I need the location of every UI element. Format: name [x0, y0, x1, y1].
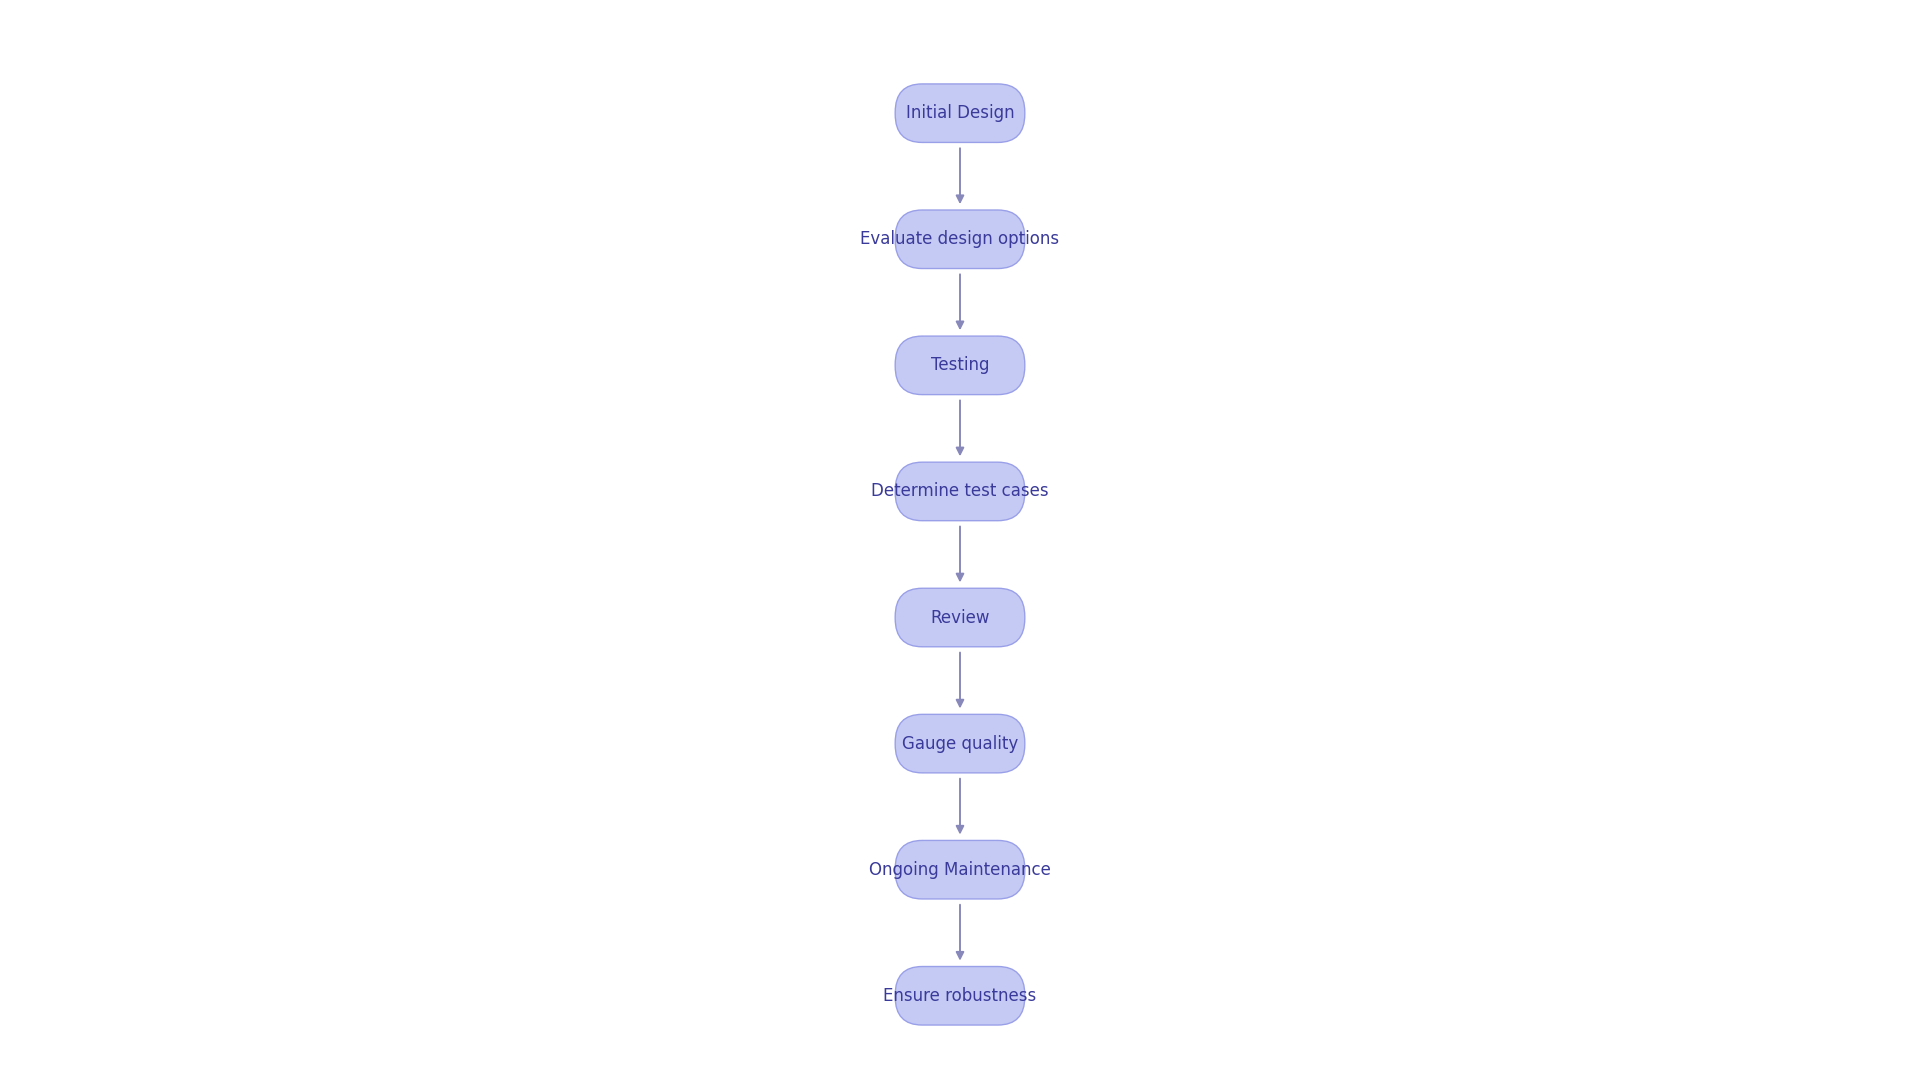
- FancyBboxPatch shape: [895, 84, 1025, 143]
- Text: Gauge quality: Gauge quality: [902, 734, 1018, 753]
- FancyBboxPatch shape: [895, 462, 1025, 521]
- Text: Testing: Testing: [931, 356, 989, 375]
- Text: Review: Review: [931, 609, 989, 627]
- FancyBboxPatch shape: [895, 210, 1025, 269]
- Text: Evaluate design options: Evaluate design options: [860, 231, 1060, 248]
- Text: Ongoing Maintenance: Ongoing Maintenance: [870, 861, 1050, 878]
- FancyBboxPatch shape: [895, 715, 1025, 773]
- Text: Determine test cases: Determine test cases: [872, 482, 1048, 500]
- FancyBboxPatch shape: [895, 840, 1025, 899]
- FancyBboxPatch shape: [895, 966, 1025, 1025]
- FancyBboxPatch shape: [895, 336, 1025, 394]
- Text: Ensure robustness: Ensure robustness: [883, 987, 1037, 1005]
- FancyBboxPatch shape: [895, 588, 1025, 647]
- Text: Initial Design: Initial Design: [906, 104, 1014, 122]
